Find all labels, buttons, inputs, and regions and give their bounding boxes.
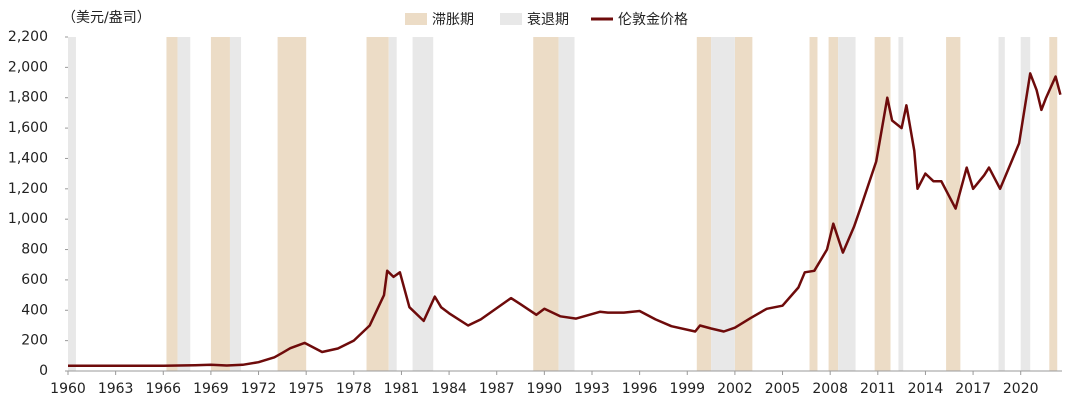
x-tick-label: 1999	[669, 381, 705, 397]
legend-label: 衰退期	[527, 11, 569, 28]
period-band	[366, 37, 389, 371]
period-band	[412, 37, 434, 371]
y-tick-label: 1,200	[8, 181, 48, 197]
period-band	[711, 37, 735, 371]
x-tick-label: 2017	[955, 381, 991, 397]
period-band	[68, 37, 76, 371]
period-band	[166, 37, 178, 371]
x-tick-label: 1966	[145, 381, 181, 397]
price-line	[68, 72, 1062, 367]
legend-swatch	[405, 13, 427, 25]
x-tick-label: 2014	[908, 381, 944, 397]
y-tick-label: 1,000	[8, 211, 48, 227]
x-tick-label: 1960	[50, 381, 86, 397]
period-band	[177, 37, 191, 371]
period-band	[838, 37, 856, 371]
legend-label: 滞胀期	[432, 12, 474, 28]
period-band	[558, 37, 575, 371]
x-tick-label: 1996	[622, 381, 658, 397]
y-tick-label: 0	[39, 363, 48, 379]
period-band	[696, 37, 712, 371]
period-band	[874, 37, 891, 371]
x-tick-label: 2005	[765, 381, 801, 397]
x-tick-label: 2020	[1003, 381, 1039, 397]
y-unit-label: （美元/盎司）	[62, 10, 151, 26]
period-band	[1049, 37, 1058, 371]
period-band	[388, 37, 397, 371]
x-tick-label: 1990	[527, 381, 563, 397]
y-tick-label: 200	[21, 333, 48, 349]
y-tick-label: 2,200	[8, 29, 48, 45]
x-tick-label: 1963	[98, 381, 134, 397]
x-tick-label: 1978	[336, 381, 372, 397]
x-tick-label: 2011	[860, 381, 896, 397]
x-tick-label: 2002	[717, 381, 753, 397]
x-tick-label: 1975	[288, 381, 324, 397]
legend-swatch	[500, 13, 522, 25]
x-tick-label: 1969	[193, 381, 229, 397]
x-tick-label: 1987	[479, 381, 515, 397]
legend-label: 伦敦金价格	[618, 12, 688, 28]
period-band	[998, 37, 1005, 371]
y-tick-label: 800	[21, 242, 48, 258]
y-tick-label: 400	[21, 302, 48, 318]
period-band	[734, 37, 753, 371]
x-tick-label: 1972	[241, 381, 277, 397]
y-tick-label: 600	[21, 272, 48, 288]
period-band	[898, 37, 904, 371]
y-tick-label: 2,000	[8, 59, 48, 75]
period-band	[1020, 37, 1031, 371]
y-tick-label: 1,400	[8, 150, 48, 166]
x-tick-label: 1993	[574, 381, 610, 397]
x-tick-label: 1981	[384, 381, 420, 397]
x-tick-label: 1984	[431, 381, 467, 397]
period-band	[533, 37, 559, 371]
x-tick-label: 2008	[812, 381, 848, 397]
period-band	[828, 37, 839, 371]
period-band	[277, 37, 307, 371]
period-band	[809, 37, 818, 371]
y-tick-label: 1,800	[8, 90, 48, 106]
y-tick-label: 1,600	[8, 120, 48, 136]
period-band	[229, 37, 242, 371]
period-band	[210, 37, 230, 371]
